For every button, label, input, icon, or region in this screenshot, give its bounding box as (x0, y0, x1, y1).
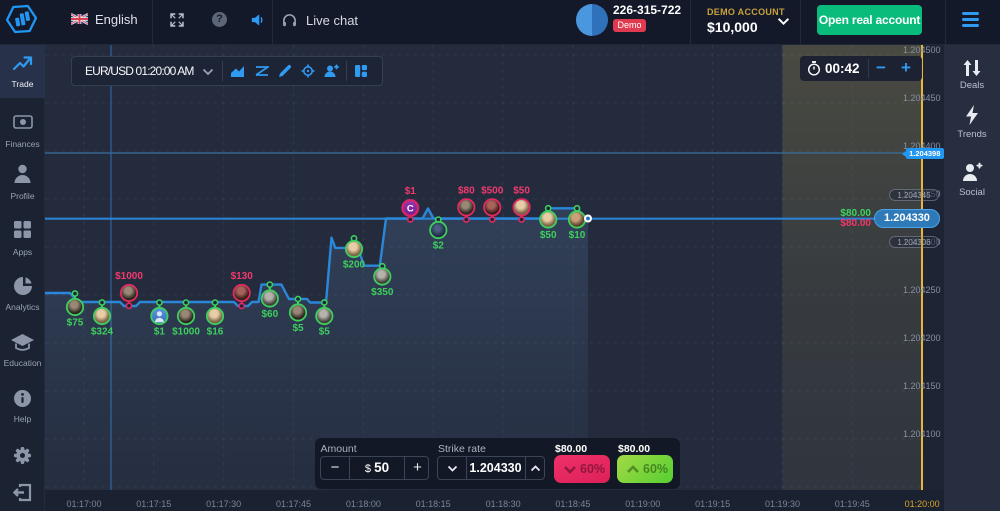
svg-text:$324: $324 (91, 327, 114, 338)
svg-text:$16: $16 (207, 327, 224, 338)
svg-text:$50: $50 (540, 230, 557, 241)
svg-text:$200: $200 (343, 260, 366, 271)
svg-text:$1: $1 (154, 327, 166, 338)
svg-text:$80: $80 (458, 185, 475, 196)
svg-text:$75: $75 (67, 318, 84, 329)
svg-text:$5: $5 (319, 327, 331, 338)
svg-text:$2: $2 (433, 241, 445, 252)
svg-text:$130: $130 (231, 271, 254, 282)
svg-text:$350: $350 (371, 287, 394, 298)
svg-text:$50: $50 (513, 185, 530, 196)
svg-text:$5: $5 (292, 323, 304, 334)
svg-text:$500: $500 (481, 185, 504, 196)
svg-text:C: C (407, 204, 414, 215)
svg-text:$1000: $1000 (115, 271, 143, 282)
svg-text:$1000: $1000 (172, 327, 200, 338)
svg-text:$1: $1 (405, 186, 417, 197)
svg-text:$60: $60 (261, 309, 278, 320)
svg-text:$10: $10 (569, 230, 586, 241)
